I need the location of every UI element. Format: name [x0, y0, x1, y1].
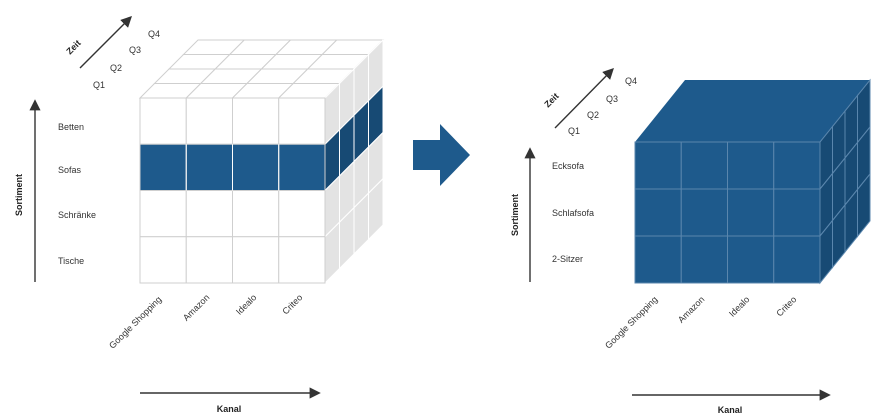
left-row-label: Betten — [58, 122, 84, 132]
right-column-label: Idealo — [727, 294, 751, 318]
right-front-cell — [680, 141, 728, 190]
right-front-cell — [680, 235, 728, 284]
left-cube-side-face — [324, 38, 384, 285]
left-time-axis-line — [79, 16, 132, 69]
left-front-cell — [278, 97, 326, 145]
left-front-cell — [232, 143, 280, 191]
right-front-cell — [773, 188, 821, 237]
left-front-cell — [185, 143, 233, 191]
left-front-cell — [185, 236, 233, 284]
left-quarter-label: Q3 — [129, 45, 141, 55]
right-arrow-icon — [413, 124, 470, 186]
left-column-label: Google Shopping — [107, 294, 163, 350]
right-row-label: Schlafsofa — [552, 208, 594, 218]
left-sortiment-axis-label: Sortiment — [14, 174, 24, 216]
left-cube-top-face — [138, 39, 385, 99]
left-time-axis-label: Zeit — [64, 38, 82, 56]
left-front-cell — [139, 143, 187, 191]
right-front-cell — [773, 235, 821, 284]
right-quarter-label: Q2 — [587, 110, 599, 120]
left-front-cell — [278, 143, 326, 191]
right-column-label: Criteo — [774, 294, 798, 318]
right-kanal-axis-label: Kanal — [718, 405, 743, 415]
right-front-cell — [634, 188, 682, 237]
right-cube-top-face — [635, 80, 870, 142]
left-column-label: Amazon — [181, 292, 211, 322]
right-column-label: Google Shopping — [603, 294, 659, 350]
right-side-cell — [857, 172, 871, 238]
right-front-cell — [773, 141, 821, 190]
right-column-label: Amazon — [676, 294, 706, 324]
right-cube-side-face — [819, 78, 871, 285]
left-front-cell — [232, 190, 280, 238]
left-front-cell — [139, 236, 187, 284]
left-column-label: Criteo — [280, 292, 304, 316]
left-front-cell — [139, 190, 187, 238]
left-front-cell — [278, 190, 326, 238]
right-quarter-label: Q4 — [625, 76, 637, 86]
right-front-cell — [727, 141, 775, 190]
right-front-cell — [727, 188, 775, 237]
left-front-cell — [139, 97, 187, 145]
right-cube-front-face — [634, 141, 821, 284]
left-column-label: Idealo — [234, 292, 258, 316]
left-front-cell — [232, 236, 280, 284]
left-front-cell — [185, 97, 233, 145]
right-front-cell — [727, 235, 775, 284]
right-quarter-label: Q1 — [568, 126, 580, 136]
right-time-axis-line — [554, 68, 614, 129]
left-row-label: Sofas — [58, 165, 82, 175]
left-front-cell — [185, 190, 233, 238]
right-top-surface — [635, 80, 870, 142]
left-row-label: Schränke — [58, 210, 96, 220]
left-kanal-axis-label: Kanal — [217, 404, 242, 414]
left-cube-front-face — [139, 97, 326, 284]
left-side-cell — [368, 177, 384, 241]
left-quarter-label: Q4 — [148, 29, 160, 39]
right-time-axis-label: Zeit — [542, 91, 560, 109]
right-cube-group: Sortiment Ecksofa Schlafsofa 2-Sitzer Ze… — [510, 68, 871, 415]
left-quarter-label: Q1 — [93, 80, 105, 90]
left-front-cell — [232, 97, 280, 145]
right-quarter-label: Q3 — [606, 94, 618, 104]
right-front-cell — [634, 235, 682, 284]
right-row-label: 2-Sitzer — [552, 254, 583, 264]
right-sortiment-axis-label: Sortiment — [510, 194, 520, 236]
right-front-cell — [634, 141, 682, 190]
left-front-cell — [278, 236, 326, 284]
left-cube-group: Sortiment Betten Sofas Schränke Tische Z… — [14, 16, 385, 414]
left-row-label: Tische — [58, 256, 84, 266]
left-quarter-label: Q2 — [110, 63, 122, 73]
right-row-label: Ecksofa — [552, 161, 584, 171]
right-front-cell — [680, 188, 728, 237]
